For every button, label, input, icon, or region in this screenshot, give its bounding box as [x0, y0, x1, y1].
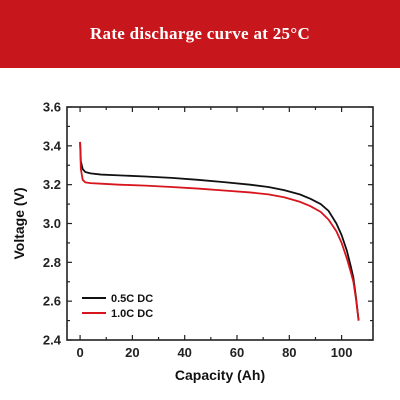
series-line-red — [79, 141, 360, 321]
plot-frame — [66, 106, 374, 341]
legend-label: 1.0C DC — [111, 308, 153, 320]
x-tick-label: 40 — [177, 345, 191, 360]
title-banner: Rate discharge curve at 25°C — [0, 0, 400, 68]
y-tick-label: 3.2 — [43, 177, 61, 192]
y-tick-label: 2.4 — [43, 333, 62, 348]
y-tick-label: 2.8 — [43, 255, 61, 270]
y-tick-label: 2.6 — [43, 294, 61, 309]
legend-label: 0.5C DC — [111, 293, 153, 305]
y-axis-title: Voltage (V) — [11, 187, 27, 259]
x-tick-label: 80 — [282, 345, 296, 360]
x-axis-title: Capacity (Ah) — [175, 367, 265, 383]
series-line-black — [79, 141, 360, 321]
x-tick-label: 100 — [331, 345, 353, 360]
y-tick-label: 3.4 — [43, 138, 62, 153]
chart-title: Rate discharge curve at 25°C — [89, 24, 311, 43]
y-tick-label: 3.0 — [43, 216, 61, 231]
x-tick-label: 60 — [230, 345, 244, 360]
x-tick-label: 0 — [76, 345, 83, 360]
x-tick-label: 20 — [125, 345, 139, 360]
y-tick-label: 3.6 — [43, 100, 61, 115]
